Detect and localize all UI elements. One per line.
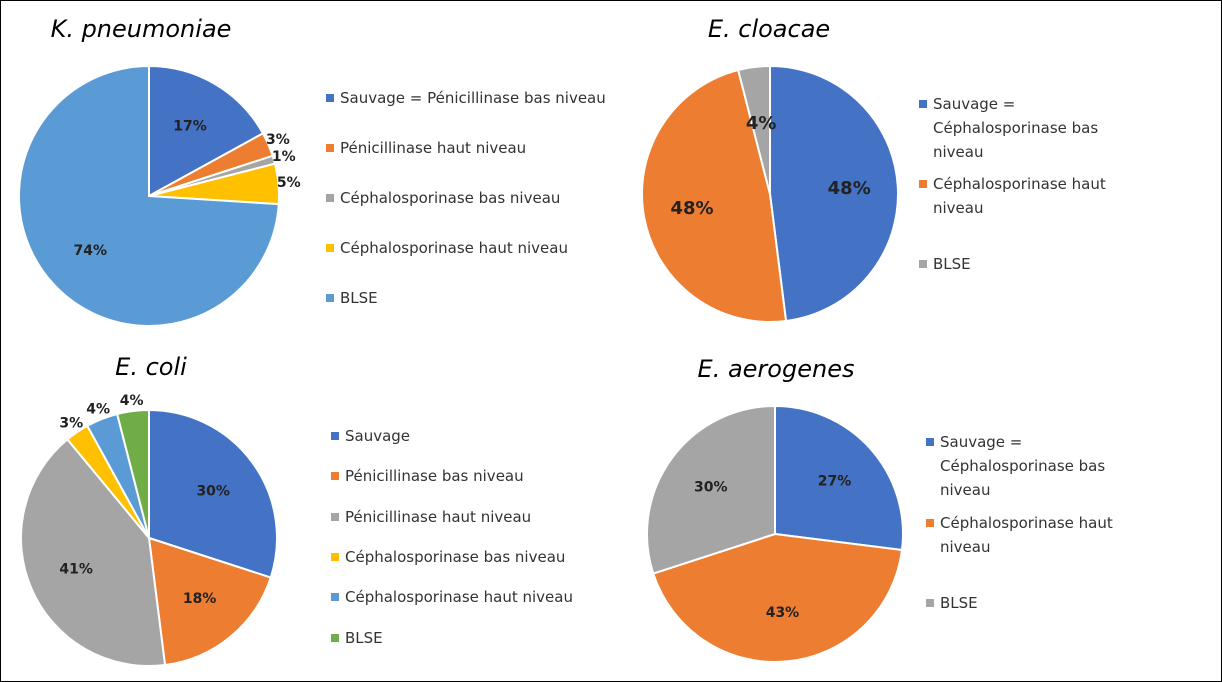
legend-entry: Sauvage bbox=[331, 424, 661, 448]
pie-slice bbox=[148, 64, 265, 198]
legend-entry: Pénicillinase haut niveau bbox=[326, 136, 656, 160]
pie-slice bbox=[736, 64, 771, 195]
legend-label: Céphalosporinase haut niveau bbox=[345, 588, 573, 606]
data-label: 30% bbox=[694, 479, 728, 495]
legend-label: Céphalosporinase haut niveau bbox=[940, 514, 1113, 556]
legend-label: BLSE bbox=[345, 629, 383, 647]
chart-title: E. cloacae bbox=[707, 15, 831, 43]
legend-label: Céphalosporinase bas niveau bbox=[345, 548, 566, 566]
legend-entry: Pénicillinase haut niveau bbox=[331, 505, 661, 529]
legend-swatch bbox=[331, 432, 339, 440]
legend-swatch bbox=[326, 294, 334, 302]
legend-swatch bbox=[331, 513, 339, 521]
legend-entry: Sauvage = Céphalosporinase bas niveau bbox=[919, 92, 1149, 164]
legend-swatch bbox=[926, 599, 934, 607]
legend-swatch bbox=[919, 100, 927, 108]
pie-slice bbox=[20, 437, 167, 667]
legend-label: BLSE bbox=[340, 289, 378, 307]
legend-entry: BLSE bbox=[331, 626, 661, 650]
legend-label: Sauvage = Céphalosporinase bas niveau bbox=[940, 433, 1106, 499]
legend-entry: Céphalosporinase haut niveau bbox=[326, 236, 656, 260]
legend-entry: Céphalosporinase bas niveau bbox=[326, 186, 656, 210]
chart-title: E. coli bbox=[115, 353, 187, 381]
data-label: 74% bbox=[73, 243, 107, 259]
pie-slice bbox=[646, 404, 776, 575]
legend-entry: Sauvage = Céphalosporinase bas niveau bbox=[926, 430, 1156, 502]
legend-swatch bbox=[926, 438, 934, 446]
legend-label: Céphalosporinase haut niveau bbox=[340, 239, 568, 257]
legend-swatch bbox=[326, 194, 334, 202]
legend-label: Céphalosporinase haut niveau bbox=[933, 175, 1106, 217]
legend-label: Sauvage = Pénicillinase bas niveau bbox=[340, 89, 606, 107]
pie-slice bbox=[774, 404, 904, 552]
legend-swatch bbox=[331, 593, 339, 601]
pie-slice bbox=[652, 532, 904, 663]
pie-slice bbox=[18, 64, 280, 327]
legend-label: Sauvage bbox=[345, 427, 411, 445]
legend-swatch bbox=[331, 634, 339, 642]
legend-entry: BLSE bbox=[926, 591, 1156, 615]
data-label: 48% bbox=[670, 198, 713, 219]
data-label: 3% bbox=[266, 132, 290, 148]
legend-swatch bbox=[326, 94, 334, 102]
data-label: 41% bbox=[59, 562, 93, 578]
data-label: 4% bbox=[746, 113, 777, 134]
data-label: 4% bbox=[86, 401, 110, 417]
legend-label: BLSE bbox=[933, 255, 971, 273]
pie-slice bbox=[641, 68, 788, 323]
legend-swatch bbox=[331, 553, 339, 561]
data-label: 3% bbox=[59, 416, 83, 432]
legend-swatch bbox=[326, 244, 334, 252]
data-label: 27% bbox=[818, 474, 852, 490]
pie-slice bbox=[115, 408, 150, 539]
legend-label: Pénicillinase haut niveau bbox=[340, 139, 527, 157]
legend-label: Sauvage = Céphalosporinase bas niveau bbox=[933, 95, 1099, 161]
data-label: 5% bbox=[277, 175, 301, 191]
legend-entry: Céphalosporinase bas niveau bbox=[331, 545, 661, 569]
legend-swatch bbox=[926, 519, 934, 527]
legend-entry: Pénicillinase bas niveau bbox=[331, 464, 661, 488]
chart-title: K. pneumoniae bbox=[50, 15, 232, 43]
legend-swatch bbox=[919, 180, 927, 188]
legend-entry: Sauvage = Pénicillinase bas niveau bbox=[326, 86, 656, 110]
legend-swatch bbox=[326, 144, 334, 152]
legend-entry: Céphalosporinase haut niveau bbox=[919, 172, 1149, 220]
legend-entry: BLSE bbox=[326, 286, 656, 310]
pie-slice bbox=[147, 536, 272, 667]
data-label: 17% bbox=[173, 119, 207, 135]
data-label: 18% bbox=[183, 591, 217, 607]
legend-label: Pénicillinase bas niveau bbox=[345, 467, 524, 485]
legend-swatch bbox=[331, 472, 339, 480]
legend-label: Céphalosporinase bas niveau bbox=[340, 189, 561, 207]
legend-entry: BLSE bbox=[919, 252, 1149, 276]
data-label: 48% bbox=[828, 178, 871, 199]
data-label: 4% bbox=[120, 393, 144, 409]
legend-label: Pénicillinase haut niveau bbox=[345, 508, 532, 526]
pie-slice bbox=[769, 64, 899, 323]
legend-entry: Céphalosporinase haut niveau bbox=[331, 585, 661, 609]
legend-entry: Céphalosporinase haut niveau bbox=[926, 511, 1156, 559]
pie-slice bbox=[148, 408, 278, 579]
data-label: 30% bbox=[196, 483, 230, 499]
data-label: 43% bbox=[766, 605, 800, 621]
legend-swatch bbox=[919, 260, 927, 268]
legend-label: BLSE bbox=[940, 594, 978, 612]
data-label: 1% bbox=[272, 149, 296, 165]
chart-title: E. aerogenes bbox=[697, 355, 855, 383]
